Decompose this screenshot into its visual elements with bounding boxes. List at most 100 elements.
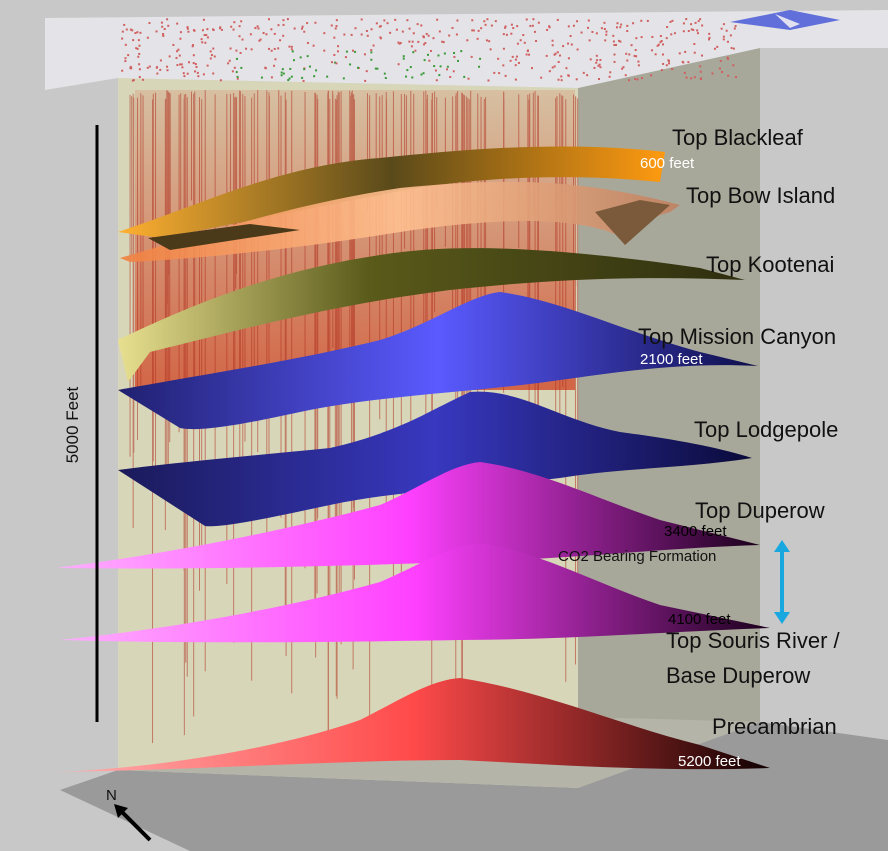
top-map-plane	[45, 10, 888, 90]
map-well-dot	[570, 43, 573, 46]
map-well-dot	[699, 78, 702, 81]
map-well-dot	[323, 32, 326, 35]
surface-souris-river	[60, 543, 770, 643]
map-well-dot	[504, 25, 507, 28]
map-well-dot	[634, 78, 637, 81]
label-top-souris-river: Top Souris River /	[666, 628, 841, 653]
map-well-dot	[490, 24, 493, 27]
map-well-dot	[484, 23, 487, 26]
map-well-dot	[365, 29, 368, 32]
map-well-dot	[399, 41, 402, 44]
map-well-dot	[194, 70, 197, 73]
map-well-dot	[515, 55, 518, 58]
map-well-dot	[335, 62, 338, 65]
map-well-dot	[502, 47, 505, 50]
map-well-dot	[206, 28, 209, 31]
map-well-dot	[138, 63, 141, 66]
map-well-dot	[596, 59, 599, 62]
map-well-dot	[235, 57, 238, 60]
map-well-dot	[337, 45, 340, 48]
map-well-dot	[567, 42, 570, 45]
surface-precambrian	[56, 678, 770, 772]
map-well-dot	[471, 19, 474, 22]
map-well-dot	[123, 23, 126, 26]
map-well-dot	[410, 45, 413, 48]
map-well-dot	[397, 63, 400, 66]
map-well-dot	[671, 68, 674, 71]
map-well-dot	[567, 74, 570, 77]
surface-duperow	[56, 462, 760, 569]
map-well-dot	[604, 39, 607, 42]
map-well-dot	[427, 34, 430, 37]
map-well-dot	[722, 23, 725, 26]
map-well-dot	[665, 37, 668, 40]
map-well-dot	[651, 49, 654, 52]
map-well-dot	[186, 26, 189, 29]
map-well-dot	[183, 75, 186, 78]
map-well-dot	[416, 23, 419, 26]
map-well-dot	[360, 33, 363, 36]
map-well-dot	[308, 65, 311, 68]
map-well-dot	[203, 34, 206, 37]
map-well-dot	[487, 79, 490, 82]
depth-top-souris-river: 4100 feet	[668, 611, 731, 628]
surface-bow-island	[120, 181, 680, 262]
map-well-dot	[516, 25, 519, 28]
map-well-dot	[733, 27, 736, 30]
map-well-dot	[287, 79, 290, 82]
map-well-dot	[350, 33, 353, 36]
map-well-dot	[282, 34, 285, 37]
map-well-dot	[138, 52, 141, 55]
map-well-dot	[667, 60, 670, 63]
map-well-dot	[124, 57, 127, 60]
label-top-bow-island: Top Bow Island	[686, 183, 835, 208]
map-well-dot	[334, 61, 337, 64]
map-well-dot	[270, 76, 273, 79]
map-well-dot	[326, 75, 329, 78]
map-well-dot	[489, 48, 492, 51]
map-well-dot	[523, 41, 526, 44]
map-well-dot	[363, 53, 366, 56]
map-well-dot	[597, 64, 600, 67]
map-well-dot	[661, 53, 664, 56]
map-well-dot	[187, 30, 190, 33]
map-well-dot	[250, 48, 253, 51]
map-well-dot	[408, 27, 411, 30]
map-well-dot	[595, 54, 598, 57]
surface-mission-canyon	[118, 292, 758, 430]
map-well-dot	[685, 76, 688, 79]
map-well-dot	[342, 77, 345, 80]
map-well-dot	[734, 76, 737, 79]
map-well-dot	[192, 62, 195, 65]
map-well-dot	[732, 64, 735, 67]
map-well-dot	[699, 70, 702, 73]
map-well-dot	[650, 74, 653, 77]
map-well-dot	[556, 18, 559, 21]
map-well-dot	[137, 55, 140, 58]
map-well-dot	[504, 26, 507, 29]
map-well-dot	[159, 59, 162, 62]
map-well-dot	[636, 78, 639, 81]
map-well-dot	[160, 21, 163, 24]
map-well-dot	[279, 39, 282, 42]
map-well-dot	[181, 66, 184, 69]
map-well-dot	[548, 70, 551, 73]
map-well-dot	[394, 18, 397, 21]
map-well-dot	[701, 54, 704, 57]
map-well-dot	[408, 40, 411, 43]
map-well-dot	[138, 68, 141, 71]
map-well-dot	[227, 62, 230, 65]
map-well-dot	[622, 66, 625, 69]
map-well-dot	[529, 24, 532, 27]
map-well-dot	[229, 47, 232, 50]
map-well-dot	[514, 58, 517, 61]
map-well-dot	[657, 43, 660, 46]
map-well-dot	[148, 65, 151, 68]
north-arrow-icon	[114, 804, 152, 842]
map-well-dot	[640, 19, 643, 22]
map-well-dot	[558, 54, 561, 57]
map-well-dot	[232, 28, 235, 31]
map-well-dot	[626, 30, 629, 33]
map-well-dot	[505, 33, 508, 36]
